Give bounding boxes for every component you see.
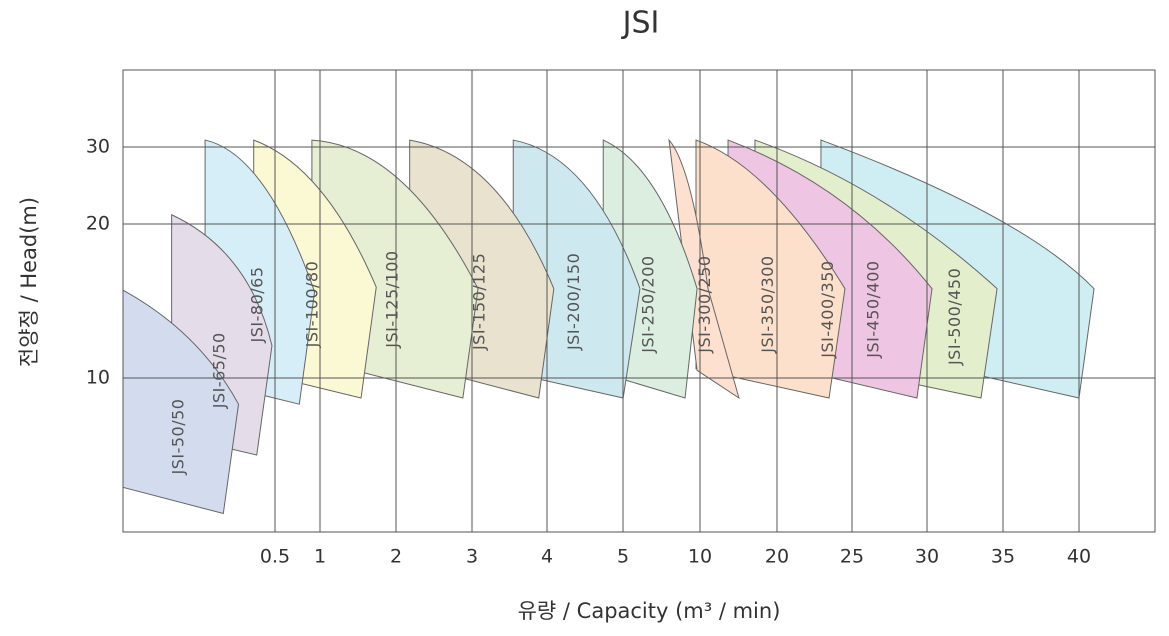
x-tick-label: 3 — [466, 546, 478, 568]
x-tick-label: 40 — [1067, 546, 1091, 568]
y-tick-label: 10 — [86, 367, 110, 389]
region-label: JSI-250/200 — [639, 255, 658, 353]
region-label: JSI-125/100 — [383, 250, 402, 348]
plot-frame — [122, 69, 1156, 533]
region-label: JSI-200/150 — [564, 253, 583, 351]
x-axis-label: 유량 / Capacity (m³ / min) — [518, 599, 781, 623]
region — [122, 289, 240, 515]
x-tick-label: 2 — [390, 546, 402, 568]
chart-title: JSI — [621, 6, 660, 41]
x-tick-label: 5 — [617, 546, 629, 568]
region — [668, 138, 740, 400]
y-tick-label: 20 — [86, 213, 110, 235]
region-label: JSI-65/50 — [210, 332, 229, 409]
region-label: JSI-500/450 — [945, 268, 964, 366]
y-tick-label: 30 — [86, 136, 110, 158]
region-label: JSI-350/300 — [758, 255, 777, 353]
x-tick-label: 30 — [915, 546, 939, 568]
x-tick-label: 0.5 — [260, 546, 290, 568]
x-tick-label: 1 — [314, 546, 326, 568]
region-label: JSI-150/125 — [469, 253, 488, 351]
region-label: JSI-100/80 — [303, 261, 322, 349]
region-label: JSI-400/350 — [818, 260, 837, 358]
y-axis-label: 전양정 / Head(m) — [17, 197, 41, 367]
x-tick-label: 25 — [840, 546, 864, 568]
region-label: JSI-450/400 — [863, 260, 882, 358]
region-label: JSI-300/250 — [695, 255, 714, 353]
x-tick-label: 35 — [991, 546, 1015, 568]
region-label: JSI-80/65 — [248, 266, 267, 343]
region — [695, 139, 846, 399]
x-tick-label: 20 — [765, 546, 789, 568]
x-tick-label: 10 — [688, 546, 712, 568]
region-label: JSI-50/50 — [168, 399, 187, 476]
x-tick-label: 4 — [541, 546, 553, 568]
